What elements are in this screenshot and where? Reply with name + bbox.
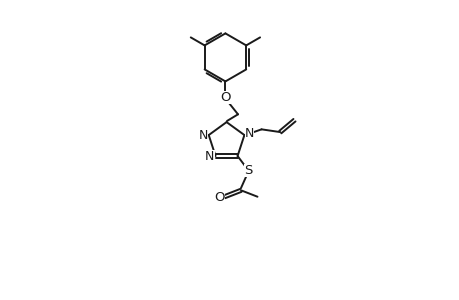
- Text: N: N: [244, 128, 253, 140]
- Text: N: N: [205, 149, 214, 163]
- Text: O: O: [214, 191, 224, 204]
- Text: N: N: [199, 129, 208, 142]
- Text: O: O: [220, 92, 230, 104]
- Text: S: S: [243, 164, 252, 177]
